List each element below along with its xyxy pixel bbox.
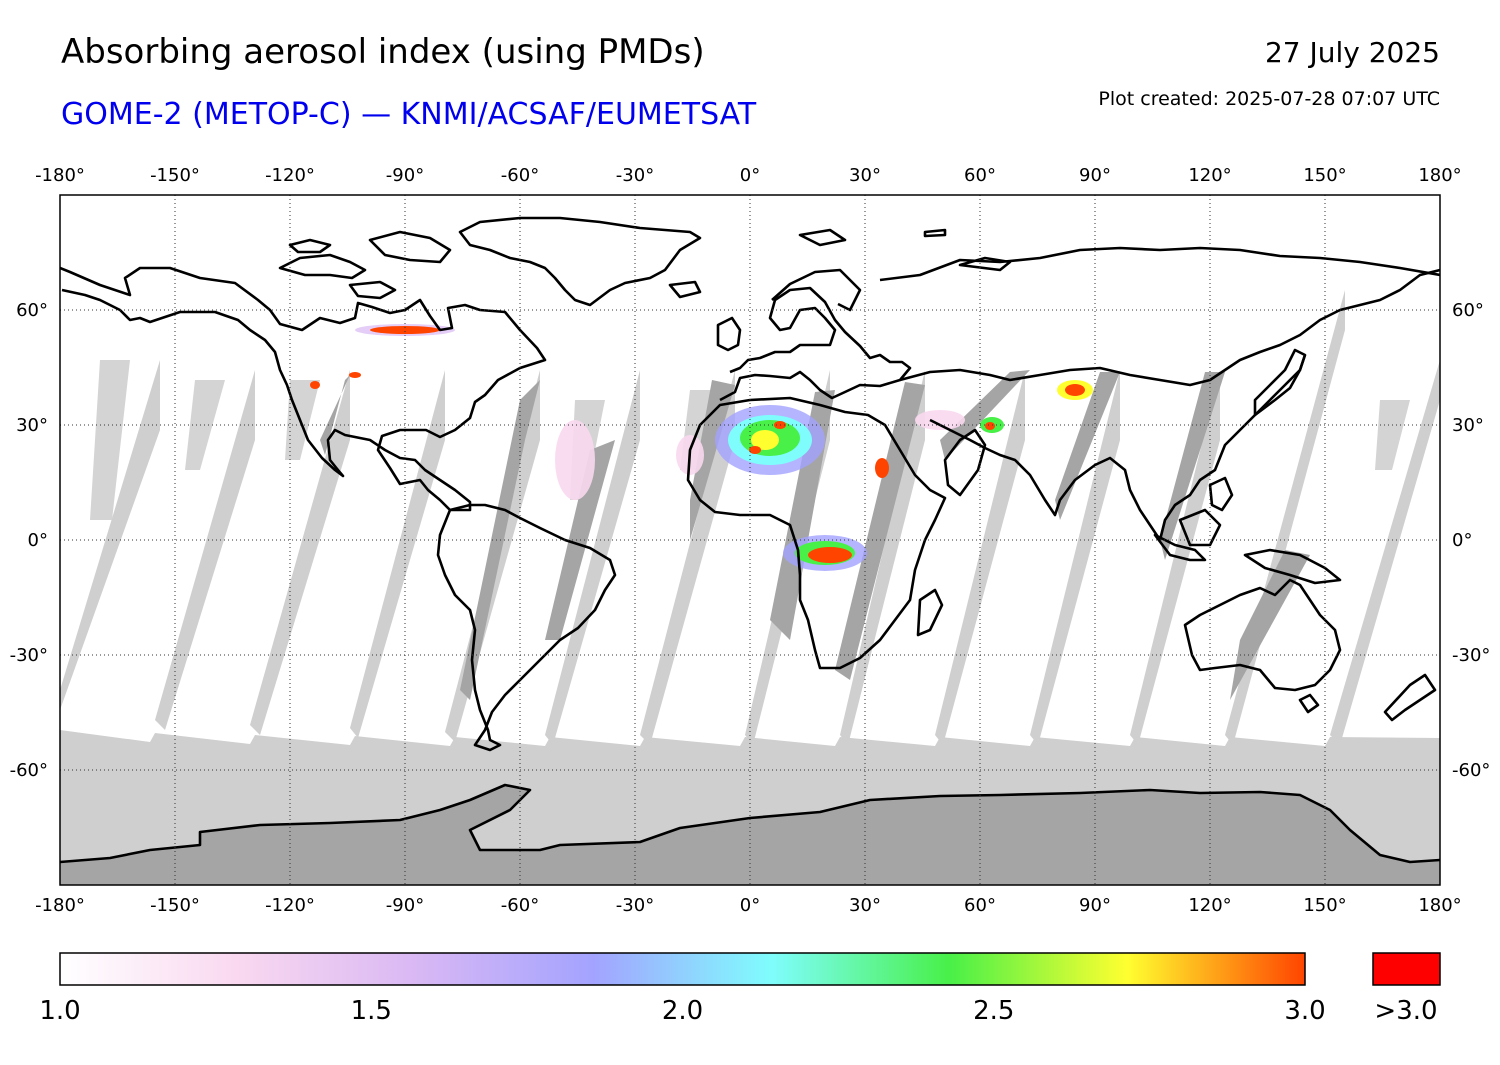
hotspot-central-africa: [783, 535, 867, 571]
plot-date: 27 July 2025: [1264, 36, 1440, 69]
lon-tick-label-bottom: -120°: [265, 895, 315, 916]
colorbar-over-swatch: [1372, 952, 1441, 986]
lat-tick-label-right: -60°: [1452, 760, 1490, 781]
lon-tick-label-top: 90°: [1079, 165, 1111, 186]
lon-tick-label-top: 150°: [1303, 165, 1346, 186]
plot-subtitle: GOME-2 (METOP-C) — KNMI/ACSAF/EUMETSAT: [61, 97, 757, 132]
lon-tick-label-bottom: -60°: [501, 895, 539, 916]
aerosol-hotspots: [310, 324, 1093, 571]
hotspot-mexico: [310, 372, 361, 389]
colorbar-tick-label: 1.5: [350, 996, 392, 1026]
hotspot-sudan: [875, 458, 889, 478]
lon-tick-label-top: 120°: [1188, 165, 1231, 186]
lon-tick-label-top: 30°: [849, 165, 881, 186]
colorbar-tick-label: 1.0: [39, 996, 81, 1026]
graticule: [60, 195, 1440, 885]
lat-tick-label-left: 30°: [16, 415, 48, 436]
lon-tick-label-top: -30°: [616, 165, 654, 186]
colorbar-tick-label: 2.5: [973, 996, 1015, 1026]
lat-tick-label-right: 0°: [1452, 530, 1472, 551]
map-frame: [59, 194, 1441, 886]
map-area: [60, 195, 1440, 885]
lon-tick-label-bottom: -180°: [35, 895, 85, 916]
plot-created-timestamp: Plot created: 2025-07-28 07:07 UTC: [1098, 88, 1440, 110]
lon-tick-label-top: 180°: [1418, 165, 1461, 186]
lat-tick-label-right: 60°: [1452, 300, 1484, 321]
lon-tick-label-bottom: 30°: [849, 895, 881, 916]
coastlines: [60, 216, 1440, 864]
lon-tick-label-top: 60°: [964, 165, 996, 186]
lat-tick-label-left: -60°: [10, 760, 48, 781]
lon-tick-label-bottom: 90°: [1079, 895, 1111, 916]
lon-tick-label-top: -90°: [386, 165, 424, 186]
colorbar-over-label: >3.0: [1374, 996, 1438, 1026]
lon-tick-label-bottom: -150°: [150, 895, 200, 916]
lat-tick-label-left: 60°: [16, 300, 48, 321]
lon-tick-label-bottom: 180°: [1418, 895, 1461, 916]
lat-tick-label-right: -30°: [1452, 645, 1490, 666]
lon-tick-label-top: -180°: [35, 165, 85, 186]
lon-tick-label-top: -150°: [150, 165, 200, 186]
lat-tick-label-left: 0°: [28, 530, 48, 551]
lon-tick-label-top: -120°: [265, 165, 315, 186]
lon-tick-label-top: -60°: [501, 165, 539, 186]
lon-tick-label-top: 0°: [740, 165, 760, 186]
hotspot-canada: [355, 324, 455, 336]
lon-tick-label-bottom: 120°: [1188, 895, 1231, 916]
axis-ticks: -180° -180° -150° -150° -120° -120° -90° -90° -6…: [10, 165, 1491, 916]
lat-tick-label-left: -30°: [10, 645, 48, 666]
hotspot-tarim: [1057, 380, 1093, 400]
lon-tick-label-bottom: -30°: [616, 895, 654, 916]
colorbar: [59, 952, 1306, 986]
plot-title: Absorbing aerosol index (using PMDs): [61, 32, 705, 72]
colorbar-tick-label: 2.0: [661, 996, 704, 1026]
lon-tick-label-bottom: -90°: [386, 895, 424, 916]
lon-tick-label-bottom: 150°: [1303, 895, 1346, 916]
colorbar-tick-label: 3.0: [1284, 996, 1326, 1026]
lon-tick-label-bottom: 60°: [964, 895, 996, 916]
lat-tick-label-right: 30°: [1452, 415, 1484, 436]
lon-tick-label-bottom: 0°: [740, 895, 760, 916]
hotspot-sahara: [715, 405, 825, 475]
